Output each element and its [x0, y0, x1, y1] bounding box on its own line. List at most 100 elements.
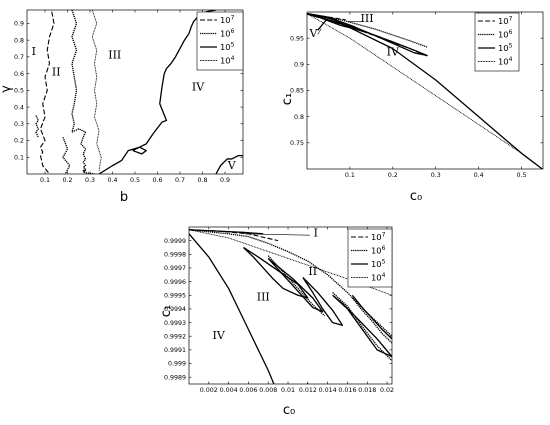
y-tick-label: 0.9 — [294, 62, 304, 69]
region-label-III: III — [257, 291, 270, 304]
legend-box — [474, 12, 520, 72]
y-axis-label: c₁ — [280, 93, 295, 105]
y-tick-label: 0.9999 — [164, 238, 186, 245]
series-line-0 — [189, 233, 309, 384]
x-tick-label: 0.6 — [152, 177, 162, 184]
axes-frame — [188, 226, 393, 385]
region-label-I: I — [314, 227, 318, 240]
series-group — [307, 12, 543, 169]
series-line-9 — [332, 294, 392, 358]
x-tick-label: 0.016 — [338, 387, 356, 394]
region-label-IV: IV — [213, 329, 226, 342]
series-line-7 — [307, 13, 346, 21]
x-tick-label: 0.004 — [220, 387, 238, 394]
x-tick-label: 0.5 — [517, 172, 527, 179]
x-tick-label: 0.01 — [281, 387, 295, 394]
x-tick-label: 0.5 — [130, 177, 140, 184]
legend-exponent: 6 — [231, 28, 235, 35]
legend-exponent: 5 — [231, 42, 235, 49]
x-tick-label: 0.7 — [175, 177, 185, 184]
legend-exponent: 4 — [382, 272, 386, 279]
y-tick-label: 0.9991 — [164, 347, 186, 354]
x-tick-label: 0.006 — [239, 387, 257, 394]
y-axis-label: c₁ — [159, 305, 174, 317]
series-line-7 — [132, 146, 147, 155]
series-line-4 — [189, 229, 264, 235]
legend-box — [347, 228, 393, 288]
x-tick-label: 0.008 — [259, 387, 277, 394]
legend-box — [196, 11, 244, 71]
y-tick-label: 0.5 — [14, 88, 24, 95]
y-tick-label: 0.8 — [294, 114, 304, 121]
region-label-V: V — [227, 159, 237, 172]
series-line-1 — [307, 13, 543, 169]
series-line-3 — [71, 128, 95, 174]
series-line-0 — [39, 11, 55, 174]
series-line-5 — [243, 246, 309, 299]
x-tick-label: 0.012 — [299, 387, 317, 394]
y-axis-label: γ — [0, 85, 14, 93]
region-label-V: V — [308, 27, 318, 40]
legend-label-1: 106 — [371, 245, 386, 256]
legend-exponent: 7 — [231, 15, 235, 22]
legend-label-3: 104 — [498, 56, 513, 67]
x-tick-label: 0.2 — [62, 177, 72, 184]
legend-exponent: 5 — [509, 43, 513, 50]
legend: 107 106 105 104 — [347, 228, 393, 288]
y-tick-label: 0.7 — [14, 54, 24, 61]
y-tick-label: 0.999 — [168, 361, 186, 368]
series-line-5 — [91, 10, 102, 171]
legend-exponent: 5 — [382, 259, 386, 266]
x-tick-label: 0.3 — [431, 172, 441, 179]
c1-vs-c0-zoom-plot: 0.002 0.004 0.006 0.008 0.01 0.012 0.014 0.016 0… — [159, 226, 394, 418]
x-tick-label: 0.014 — [319, 387, 337, 394]
y-tick-label: 0.2 — [14, 138, 24, 145]
series-group — [35, 10, 243, 174]
region-label-I: I — [32, 45, 36, 58]
x-tick-label: 0.9 — [220, 177, 230, 184]
legend-label-3: 104 — [220, 55, 235, 66]
x-tick-label: 0.02 — [380, 387, 394, 394]
series-group — [189, 229, 392, 384]
y-tick-label: 0.1 — [14, 154, 24, 161]
legend-label-1: 106 — [498, 29, 513, 40]
y-tick-label: 0.9993 — [164, 320, 186, 327]
y-tick-label: 0.9995 — [164, 292, 186, 299]
annotation-line-0 — [244, 233, 310, 236]
y-tick-label: 0.9992 — [164, 333, 186, 340]
y-tick-label: 0.9998 — [164, 252, 186, 259]
y-tick-label: 0.3 — [14, 121, 24, 128]
legend-label-2: 105 — [220, 42, 235, 53]
y-tick-label: 0.9994 — [164, 306, 186, 313]
legend-exponent: 7 — [382, 232, 386, 239]
annotation-line-1 — [317, 28, 322, 35]
x-tick-label: 0.1 — [345, 172, 355, 179]
legend-exponent: 7 — [509, 16, 513, 23]
series-line-8 — [302, 277, 344, 326]
y-tick-label: 0.9997 — [164, 265, 186, 272]
series-line-8 — [215, 154, 243, 174]
x-tick-label: 0.002 — [200, 387, 218, 394]
legend-label-0: 107 — [498, 16, 513, 27]
legend-label-2: 105 — [498, 43, 513, 54]
x-axis-label: c₀ — [283, 403, 295, 418]
legend-exponent: 4 — [231, 55, 235, 62]
series-line-6 — [267, 257, 324, 313]
legend-exponent: 6 — [382, 245, 386, 252]
legend-exponent: 6 — [509, 29, 513, 36]
series-line-2 — [189, 229, 392, 337]
series-line-5 — [315, 15, 364, 33]
gamma-vs-b-plot: 0.1 0.2 0.3 0.4 0.5 0.6 0.7 0.8 0.9 0.1 0.2 0.3 0.4 0… — [0, 9, 244, 205]
x-tick-label: 0.4 — [474, 172, 484, 179]
region-label-II: II — [308, 265, 317, 278]
region-label-IV: IV — [192, 80, 205, 93]
y-tick-label: 0.9 — [14, 21, 24, 28]
series-line-4 — [62, 136, 71, 174]
series-line-1 — [189, 229, 392, 296]
legend: 107 106 105 104 — [196, 11, 244, 71]
c1-vs-c0-plot: 0.1 0.2 0.3 0.4 0.5 0.75 0.8 0.85 0.9 0.95 c₀ c₁ III… — [280, 11, 544, 204]
region-label-IV: IV — [387, 45, 400, 58]
x-tick-label: 0.4 — [107, 177, 117, 184]
y-tick-label: 0.85 — [290, 88, 304, 95]
